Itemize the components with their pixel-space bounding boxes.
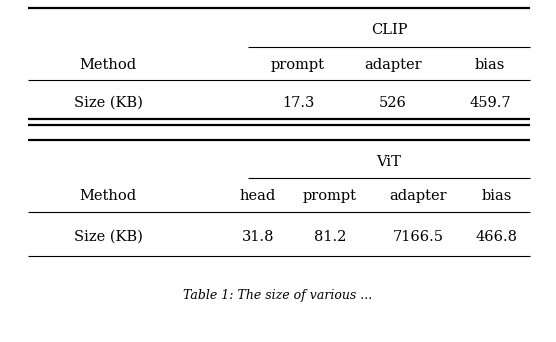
Text: ViT: ViT — [376, 155, 401, 169]
Text: 466.8: 466.8 — [476, 230, 518, 244]
Text: 526: 526 — [379, 96, 407, 110]
Text: 31.8: 31.8 — [242, 230, 274, 244]
Text: Table 1: The size of various ...: Table 1: The size of various ... — [183, 289, 373, 302]
Text: Size (KB): Size (KB) — [73, 96, 142, 110]
Text: adapter: adapter — [389, 189, 447, 203]
Text: prompt: prompt — [271, 58, 325, 72]
Text: 459.7: 459.7 — [469, 96, 511, 110]
Text: adapter: adapter — [364, 58, 422, 72]
Text: Method: Method — [80, 189, 137, 203]
Text: bias: bias — [482, 189, 512, 203]
Text: prompt: prompt — [303, 189, 357, 203]
Text: bias: bias — [475, 58, 505, 72]
Text: 81.2: 81.2 — [314, 230, 346, 244]
Text: Method: Method — [80, 58, 137, 72]
Text: head: head — [240, 189, 276, 203]
Text: CLIP: CLIP — [371, 23, 407, 37]
Text: 17.3: 17.3 — [282, 96, 314, 110]
Text: Size (KB): Size (KB) — [73, 230, 142, 244]
Text: 7166.5: 7166.5 — [393, 230, 444, 244]
